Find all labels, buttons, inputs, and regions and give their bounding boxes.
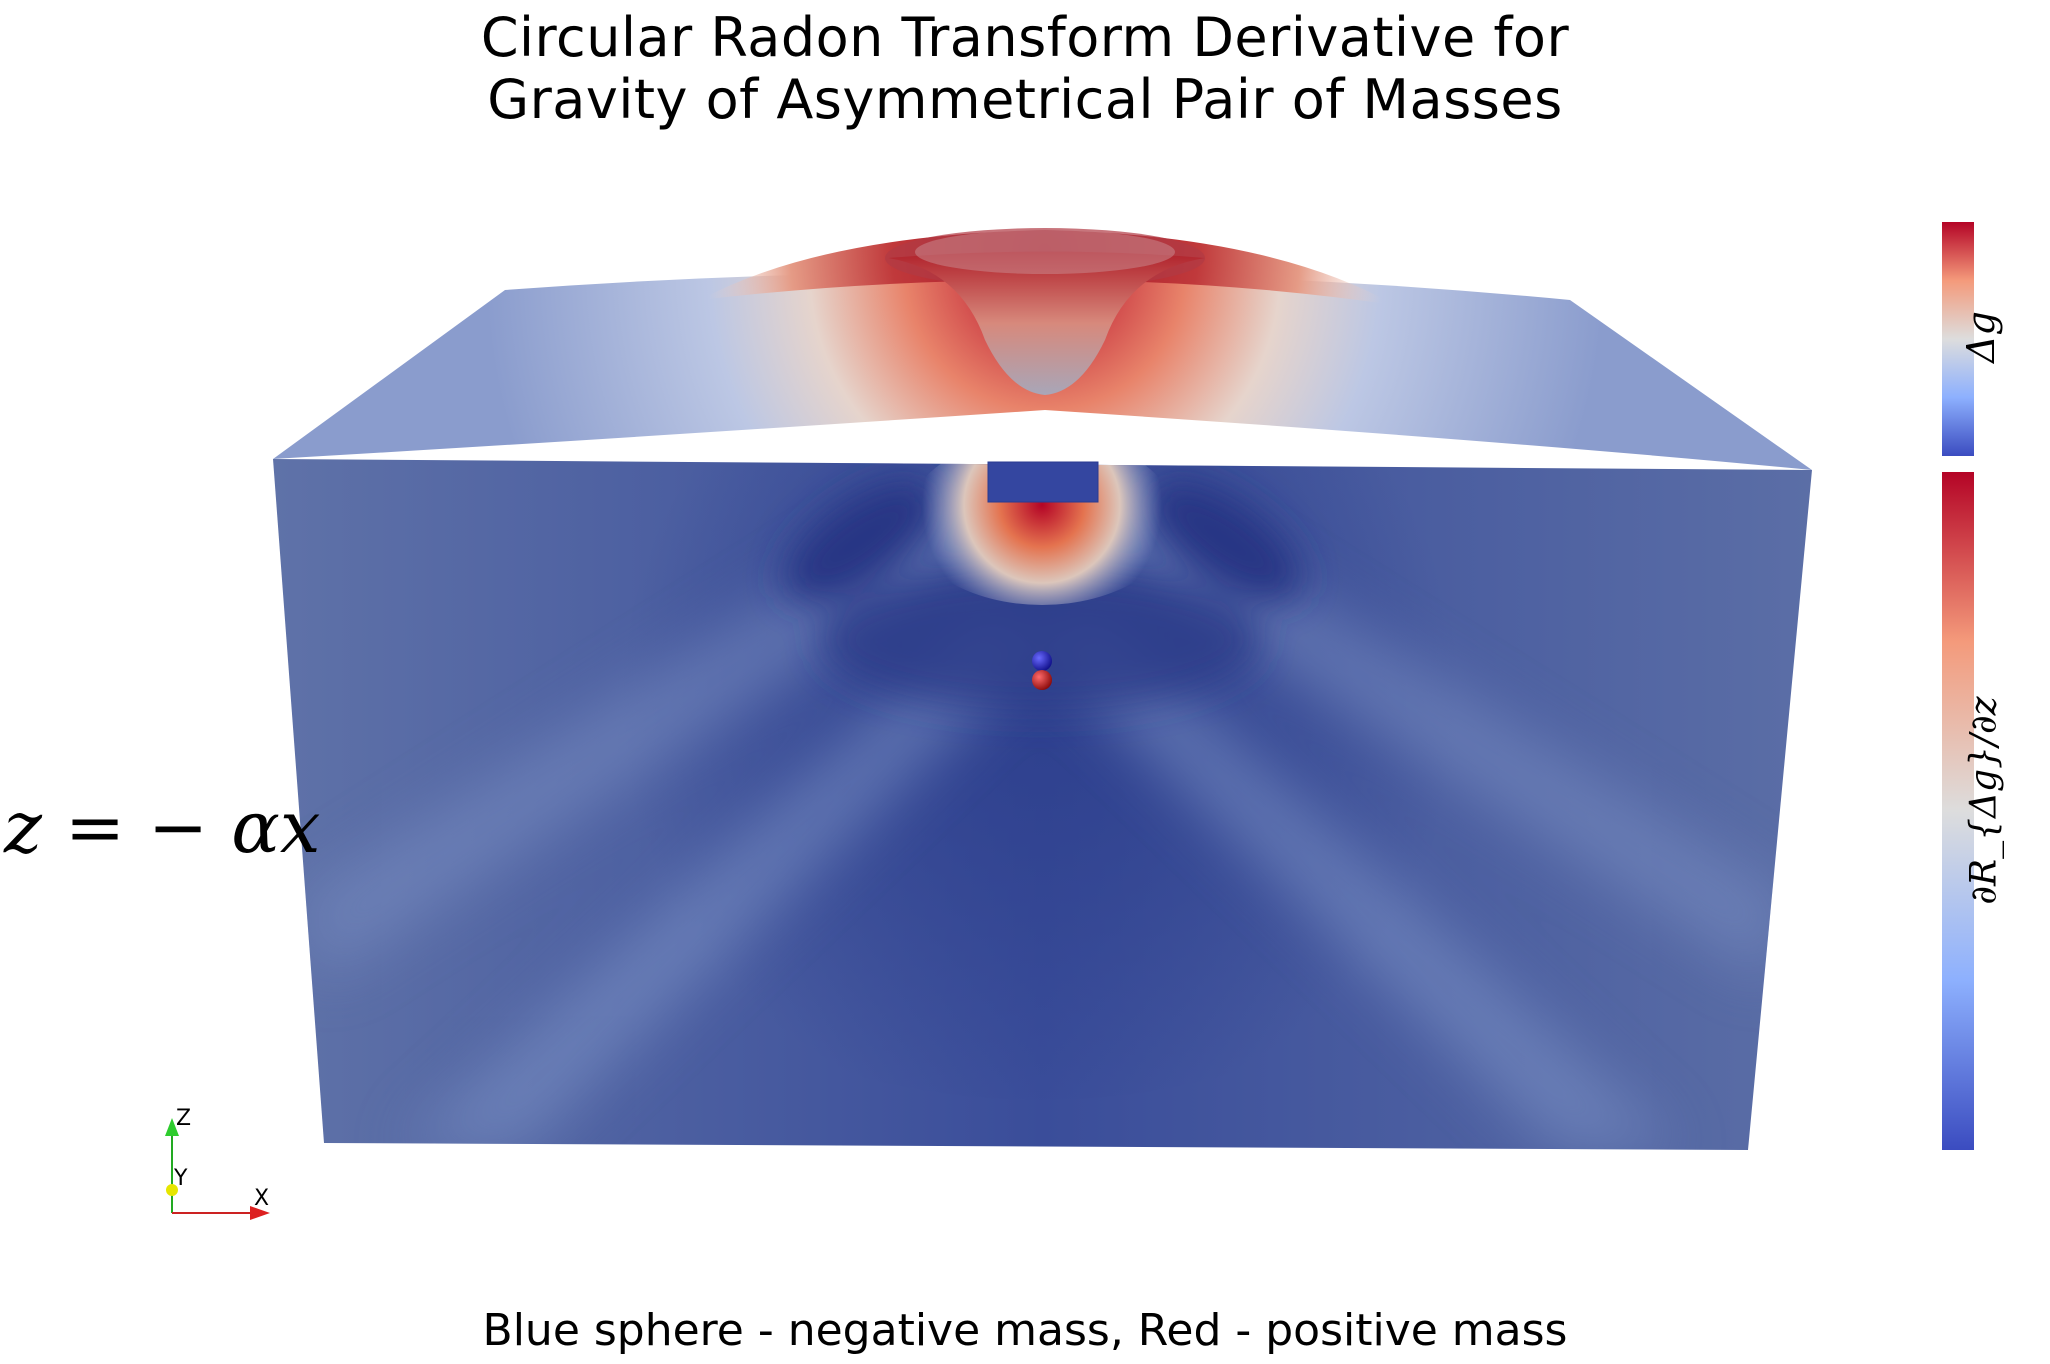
- hot-spot: [907, 459, 1177, 605]
- z-axis-arrow-icon: [165, 1118, 179, 1136]
- plane-equation-label: z = − αx: [4, 785, 321, 869]
- orientation-axes: [165, 1118, 270, 1220]
- surface-funnel: [888, 251, 1205, 395]
- chart-title-line-1: Circular Radon Transform Derivative for: [480, 6, 1570, 69]
- positive-mass-sphere: [1032, 670, 1052, 690]
- axis-z-label: Z: [176, 1106, 192, 1131]
- chart-title-line-2: Gravity of Asymmetrical Pair of Masses: [487, 68, 1563, 131]
- x-axis-arrow-icon: [250, 1206, 270, 1220]
- axis-y-label: Y: [174, 1166, 188, 1191]
- mass-marker-block: [987, 461, 1099, 503]
- colorbar-bottom: [1942, 472, 1974, 1150]
- y-axis-point-icon: [166, 1184, 178, 1196]
- axis-x-label: X: [254, 1186, 270, 1211]
- colorbar-top-label: Δg: [1958, 311, 2003, 363]
- gravity-surface: [273, 228, 1812, 470]
- figure-caption: Blue sphere - negative mass, Red - posit…: [482, 1305, 1568, 1356]
- mass-spheres: [1032, 651, 1052, 690]
- radon-volume: [273, 459, 1812, 1150]
- colorbar-top: [1942, 222, 1974, 456]
- negative-mass-sphere: [1032, 651, 1052, 671]
- colorbar-bottom-label: ∂R_{Δg}/∂z: [1963, 696, 2005, 905]
